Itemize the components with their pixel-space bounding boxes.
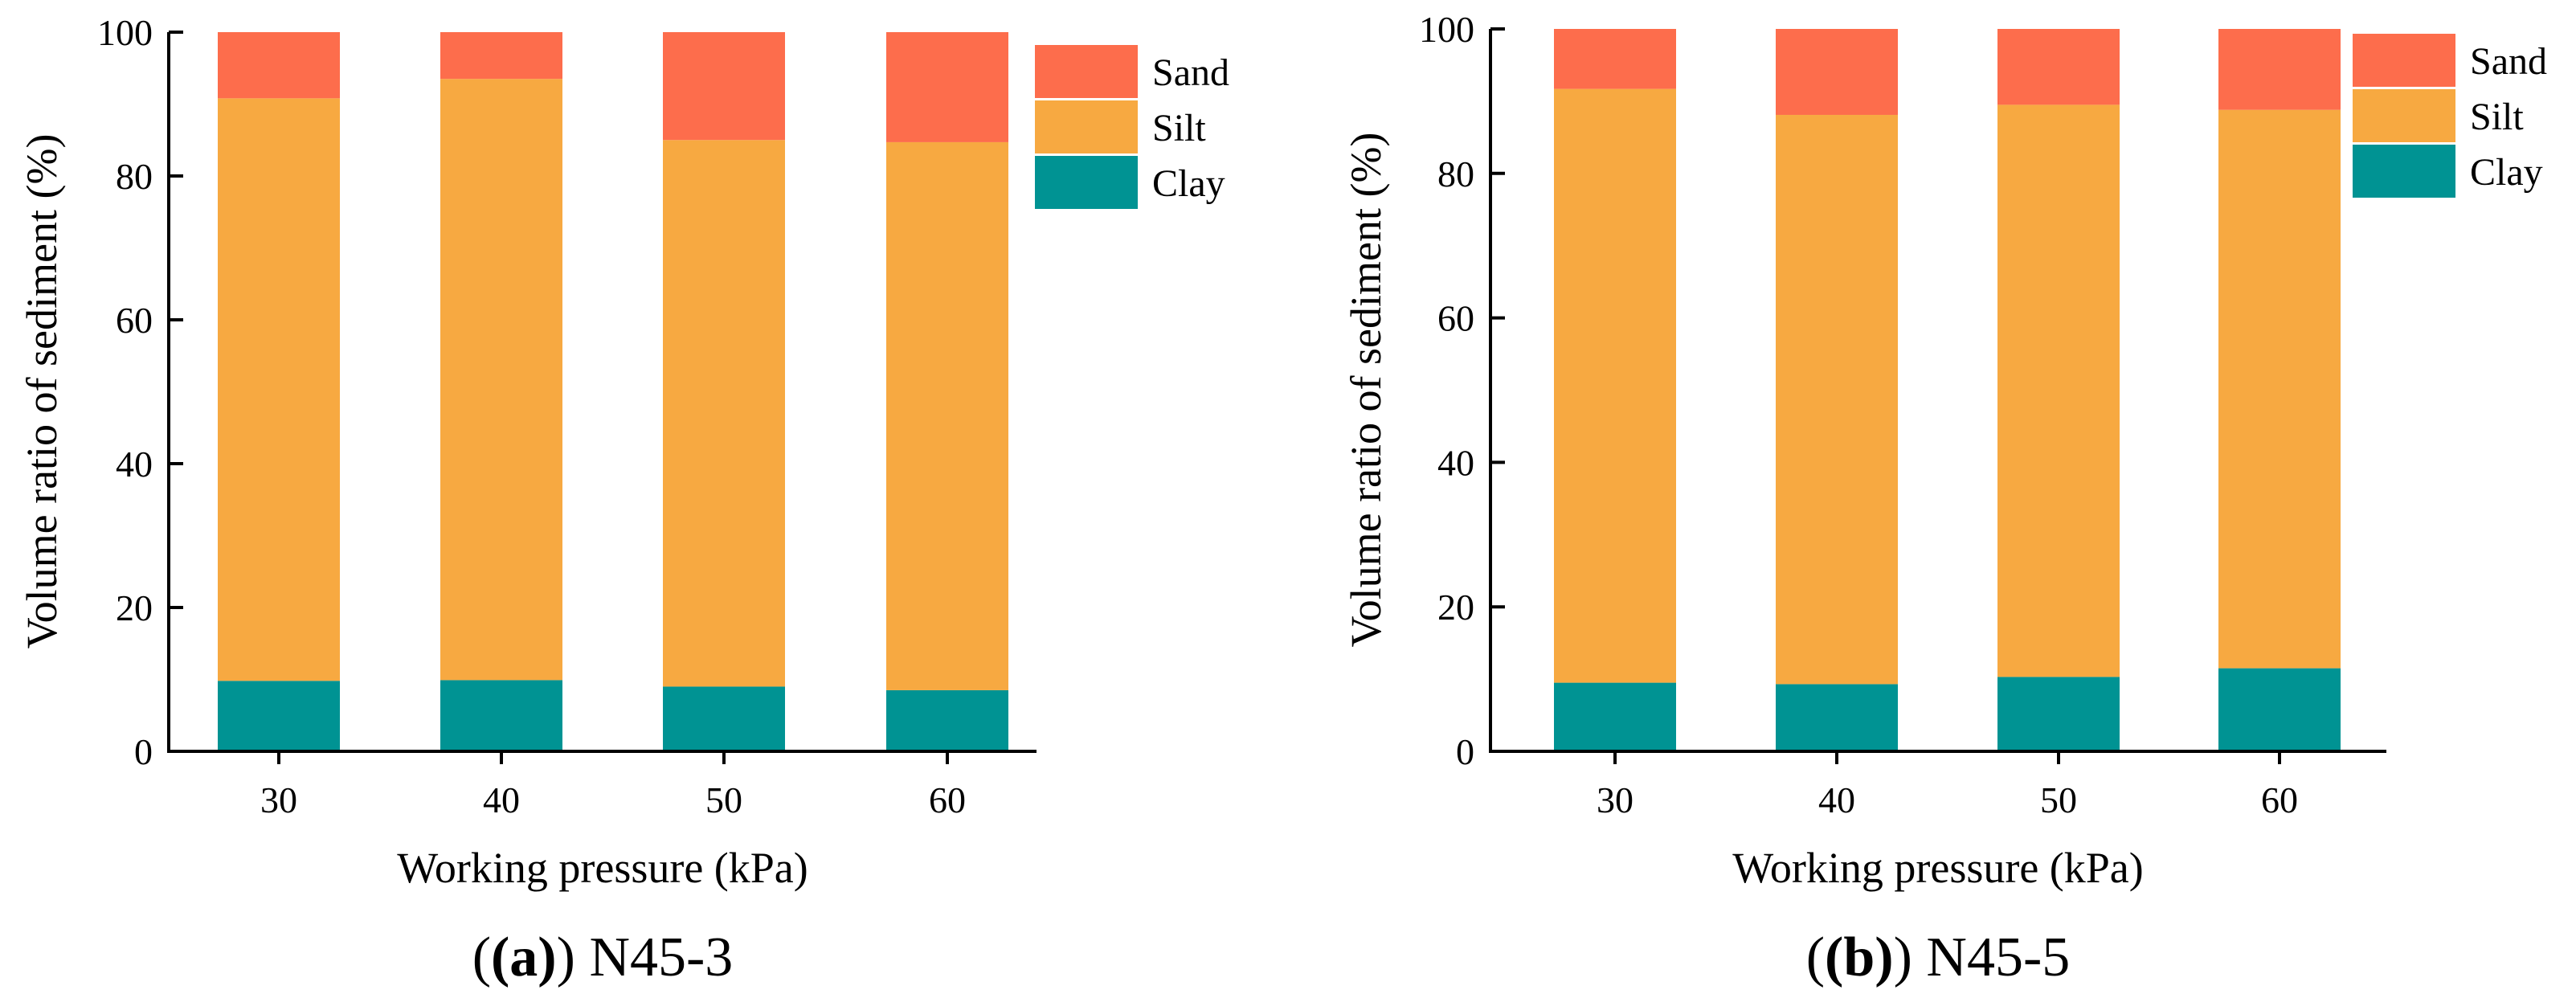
bar-sand-50 (663, 32, 785, 141)
bar-silt-60 (886, 141, 1008, 690)
x-tick-label: 30 (1597, 779, 1634, 820)
panel-caption: ((a)) N45-3 (472, 927, 734, 988)
bar-silt-60 (2218, 109, 2341, 669)
x-tick-label: 50 (705, 779, 742, 820)
x-tick-label: 50 (2040, 779, 2077, 820)
x-axis-title: Working pressure (kPa) (1732, 844, 2144, 892)
bar-silt-30 (1554, 88, 1676, 683)
bar-sand-40 (1776, 29, 1898, 115)
legend-label-silt: Silt (2470, 96, 2524, 138)
legend-label-silt: Silt (1152, 107, 1206, 149)
legend-swatch-silt (2353, 89, 2455, 142)
bar-sand-50 (1997, 29, 2120, 105)
legend-label-sand: Sand (2470, 40, 2547, 83)
bar-clay-50 (663, 686, 785, 751)
legend-swatch-sand (2353, 34, 2455, 87)
panel-name: N45-3 (589, 927, 733, 988)
bar-clay-40 (1776, 684, 1898, 751)
y-tick-label: 60 (116, 300, 153, 341)
y-ticks: 0 20 40 60 80 100 (97, 12, 183, 772)
x-tick-label: 60 (2261, 779, 2298, 820)
legend-label-clay: Clay (2470, 151, 2543, 194)
legend-label-clay: Clay (1152, 162, 1225, 205)
bar-sand-60 (2218, 29, 2341, 110)
bar-clay-30 (1554, 682, 1676, 751)
bar-group (218, 32, 1008, 751)
chart-panel-b: 0 20 40 60 80 100 30 40 50 60 Volume ratio of se… (1342, 9, 2547, 988)
y-tick-label: 60 (1437, 298, 1474, 339)
bar-silt-40 (1776, 114, 1898, 685)
x-tick-label: 30 (260, 779, 297, 820)
legend-swatch-sand (1035, 45, 1138, 98)
bar-clay-30 (218, 681, 340, 751)
bar-clay-60 (2218, 668, 2341, 751)
bar-clay-50 (1997, 677, 2120, 751)
legend-label-sand: Sand (1152, 51, 1229, 94)
panel-label: (a) (491, 927, 557, 988)
x-tick-label: 40 (1818, 779, 1855, 820)
bar-sand-30 (1554, 29, 1676, 89)
bar-silt-50 (1997, 104, 2120, 677)
y-axis-title: Volume ratio of sediment (%) (1342, 133, 1390, 648)
y-tick-label: 100 (1419, 9, 1474, 50)
y-tick-label: 80 (116, 156, 153, 197)
panel-label: (b) (1825, 927, 1894, 988)
bar-group (1554, 29, 2341, 751)
legend: Sand Silt Clay (1035, 45, 1229, 209)
y-tick-label: 100 (97, 12, 153, 53)
y-tick-label: 40 (116, 444, 153, 485)
y-tick-label: 40 (1437, 442, 1474, 483)
x-tick-label: 40 (483, 779, 520, 820)
panel-name: N45-5 (1926, 927, 2070, 988)
bar-clay-40 (440, 680, 562, 751)
legend-swatch-silt (1035, 100, 1138, 153)
bar-silt-30 (218, 98, 340, 681)
bar-sand-30 (218, 32, 340, 99)
bar-sand-40 (440, 32, 562, 80)
y-tick-label: 20 (1437, 587, 1474, 628)
x-axis-title: Working pressure (kPa) (397, 844, 808, 892)
bar-silt-40 (440, 79, 562, 681)
bar-sand-60 (886, 32, 1008, 142)
bar-clay-60 (886, 689, 1008, 751)
legend: Sand Silt Clay (2353, 34, 2547, 198)
x-ticks: 30 40 50 60 (1597, 751, 2298, 820)
chart-panel-a: 0 20 40 60 80 100 30 40 50 60 Volume ratio of se… (18, 12, 1229, 988)
legend-swatch-clay (2353, 145, 2455, 198)
y-ticks: 0 20 40 60 80 100 (1419, 9, 1505, 772)
panel-caption: ((b)) N45-5 (1806, 927, 2071, 988)
y-axis-title: Volume ratio of sediment (%) (18, 134, 66, 649)
legend-swatch-clay (1035, 156, 1138, 209)
x-tick-label: 60 (929, 779, 966, 820)
bar-silt-50 (663, 140, 785, 687)
y-tick-label: 20 (116, 587, 153, 628)
y-tick-label: 80 (1437, 153, 1474, 194)
y-tick-label: 0 (134, 731, 153, 772)
y-tick-label: 0 (1456, 731, 1474, 772)
x-ticks: 30 40 50 60 (260, 751, 966, 820)
